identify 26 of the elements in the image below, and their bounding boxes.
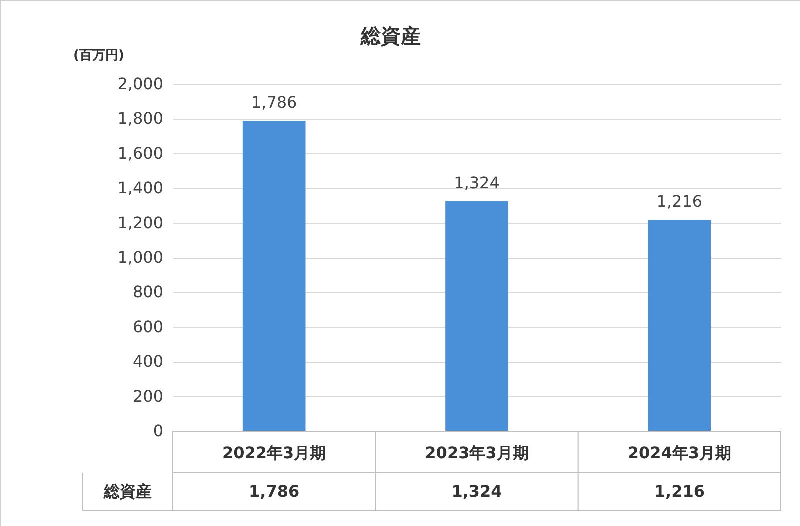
- data-label: 1,786: [249, 482, 300, 501]
- y-tick-label: 1,600: [118, 144, 164, 163]
- y-tick-label: 2,000: [118, 74, 164, 94]
- x-tick-label: 2023年3月期: [425, 444, 529, 462]
- y-tick-label: 1,000: [118, 248, 164, 267]
- y-tick-label: 1,800: [118, 109, 164, 128]
- y-tick-label: 600: [132, 317, 164, 336]
- x-tick-label: 2024年3月期: [628, 444, 732, 462]
- text: 1,786: [251, 93, 298, 112]
- y-tick-label: 200: [132, 386, 164, 406]
- y-tick-label: 1,200: [118, 213, 164, 232]
- y-tick-label: 0: [153, 422, 164, 440]
- y-tick-label: 400: [132, 352, 164, 372]
- y-tick-label: 800: [132, 282, 164, 302]
- y-tick-label: 1,400: [118, 178, 164, 198]
- x-tick-label: 2022年3月期: [222, 444, 326, 462]
- bar: [446, 201, 508, 431]
- bar: [242, 121, 306, 431]
- text: 1,216: [656, 192, 703, 212]
- data-label: 1,324: [452, 482, 502, 501]
- text: 1,324: [454, 173, 500, 192]
- bar: [648, 220, 712, 431]
- y-axis-title: (百万円): [74, 48, 124, 64]
- text: 総資産: [103, 482, 152, 501]
- data-label: 1,216: [654, 482, 705, 501]
- chart-title: 総資産: [360, 24, 421, 48]
